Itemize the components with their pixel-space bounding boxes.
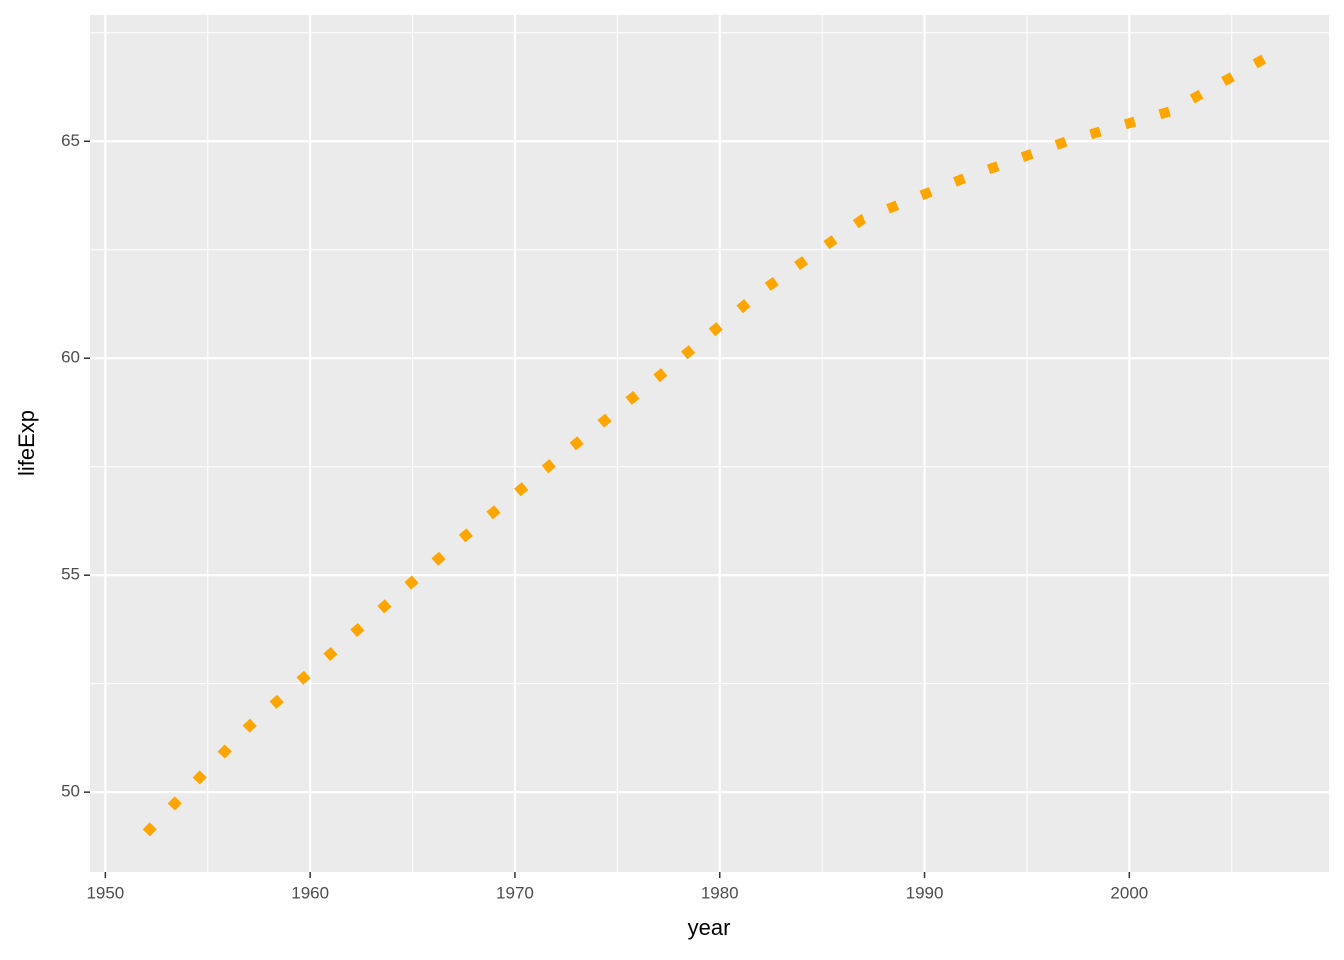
y-axis-title: lifeExp: [14, 410, 39, 476]
x-tick-label: 1950: [86, 883, 124, 902]
panel-background: [90, 15, 1329, 872]
y-tick-label: 65: [61, 131, 80, 150]
x-tick-label: 1980: [701, 883, 739, 902]
y-tick-label: 60: [61, 348, 80, 367]
line: [142, 49, 1276, 837]
y-tick-label: 50: [61, 782, 80, 801]
x-axis-title: year: [688, 915, 731, 940]
x-tick-label: 2000: [1110, 883, 1148, 902]
x-tick-label: 1990: [906, 883, 944, 902]
x-tick-label: 1970: [496, 883, 534, 902]
x-tick-label: 1960: [291, 883, 329, 902]
y-tick-label: 55: [61, 565, 80, 584]
